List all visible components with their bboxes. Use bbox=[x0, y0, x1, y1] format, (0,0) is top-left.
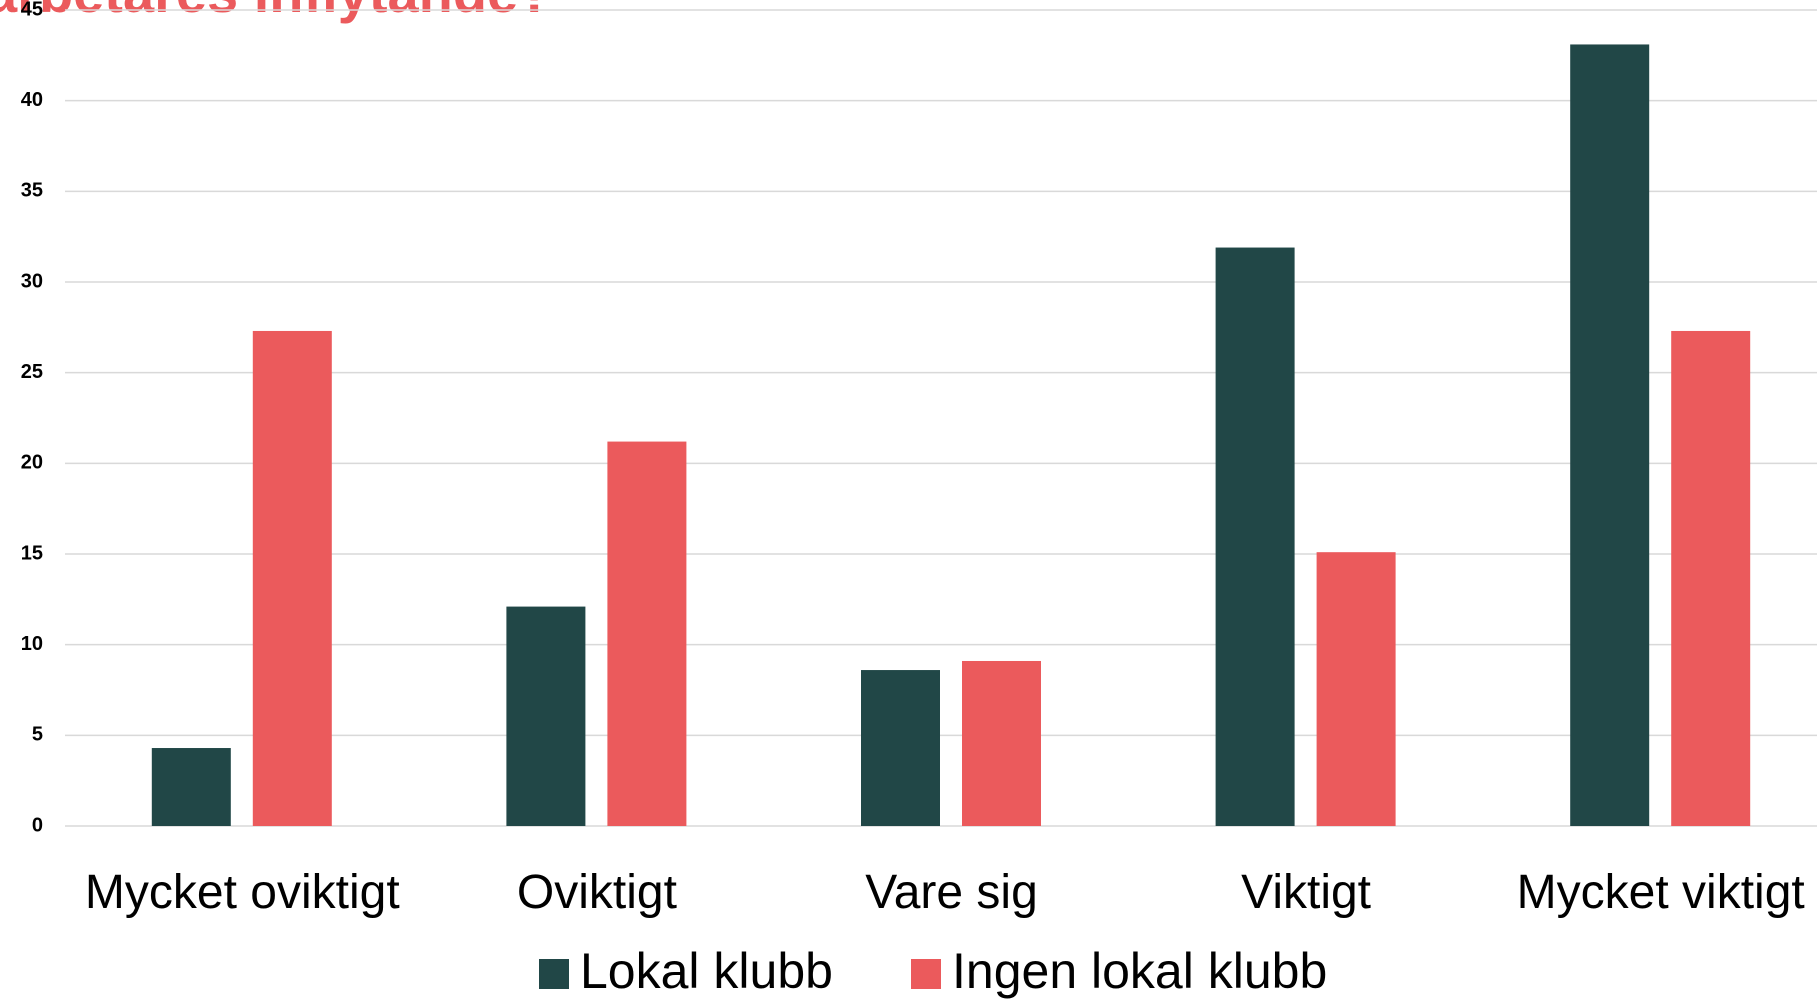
bar bbox=[861, 670, 940, 826]
x-tick-label: Mycket viktigt bbox=[1517, 866, 1805, 919]
y-tick-label: 20 bbox=[21, 452, 43, 474]
x-tick-label: Mycket oviktigt bbox=[85, 866, 400, 919]
x-tick-label: Vare sig bbox=[865, 866, 1038, 919]
bar bbox=[962, 660, 1041, 826]
bar bbox=[1215, 247, 1295, 827]
bar bbox=[607, 441, 687, 826]
legend-label: Lokal klubb bbox=[580, 943, 833, 999]
x-tick-label: Oviktigt bbox=[517, 866, 677, 919]
y-tick-label: 35 bbox=[21, 180, 43, 202]
y-tick-label: 10 bbox=[21, 633, 43, 655]
legend-swatch bbox=[911, 959, 941, 989]
bar bbox=[506, 606, 586, 826]
y-tick-label: 0 bbox=[32, 814, 43, 836]
y-tick-label: 15 bbox=[21, 542, 43, 564]
legend-swatch bbox=[539, 959, 569, 989]
y-tick-label: 30 bbox=[21, 270, 43, 292]
y-tick-label: 45 bbox=[21, 0, 43, 20]
bar bbox=[252, 330, 332, 826]
bar bbox=[1316, 552, 1396, 826]
y-tick-label: 5 bbox=[32, 724, 43, 746]
chart-title: arbetares inflytande? bbox=[0, 0, 552, 24]
bar bbox=[1570, 44, 1650, 827]
bar bbox=[1671, 330, 1751, 826]
x-tick-label: Viktigt bbox=[1241, 866, 1371, 919]
y-tick-label: 25 bbox=[21, 361, 43, 383]
bar bbox=[151, 748, 231, 826]
legend-label: Ingen lokal klubb bbox=[952, 943, 1327, 999]
y-tick-label: 40 bbox=[21, 89, 43, 111]
